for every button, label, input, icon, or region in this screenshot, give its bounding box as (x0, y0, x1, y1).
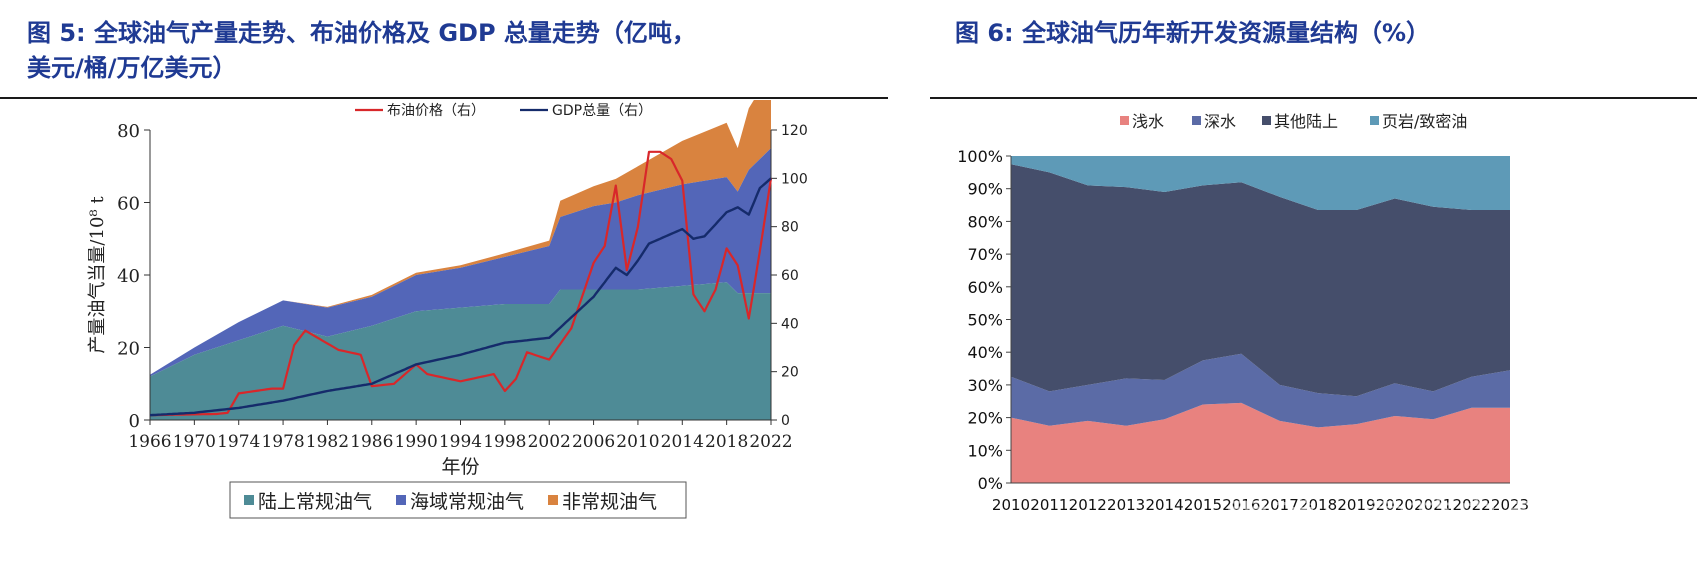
x-tick-label: 2022 (749, 432, 792, 452)
area-其他陆上 (1011, 164, 1510, 397)
y-tick-label: 70% (967, 245, 1003, 264)
y-tick-label: 0% (978, 474, 1003, 493)
x-tick-label: 2012 (1069, 496, 1107, 514)
area-页岩/致密油 (1011, 156, 1510, 210)
x-tick-label: 2018 (1299, 496, 1337, 514)
y2-tick-label: 40 (781, 316, 799, 332)
legend-label: 其他陆上 (1274, 112, 1338, 131)
area-深水 (1011, 353, 1510, 428)
y-tick-label: 90% (967, 180, 1003, 199)
x-tick-label: 1990 (395, 432, 438, 452)
x-tick-label: 2023 (1491, 496, 1529, 514)
legend-swatch (1262, 116, 1271, 125)
y-tick-label: 40% (967, 343, 1003, 362)
legend-swatch-onshore (244, 495, 254, 505)
area-offshore (150, 148, 771, 377)
legend-swatch-unconventional (548, 495, 558, 505)
legend-swatch-offshore (396, 495, 406, 505)
y2-tick-label: 20 (781, 365, 799, 381)
x-tick-label: 2020 (1376, 496, 1414, 514)
x-tick-label: 2019 (1337, 496, 1375, 514)
legend-label: 页岩/致密油 (1382, 112, 1467, 131)
x-tick-label: 1994 (439, 432, 482, 452)
x-tick-label: 1974 (217, 432, 260, 452)
x-axis-title: 年份 (441, 456, 479, 478)
legend-swatch (1370, 116, 1379, 125)
x-tick-label: 2015 (1184, 496, 1222, 514)
x-tick-label: 2011 (1030, 496, 1068, 514)
x-tick-label: 1998 (483, 432, 526, 452)
y-tick-label: 100% (957, 147, 1003, 166)
legend-label: GDP总量（右） (552, 103, 652, 119)
y-tick-label: 40 (117, 266, 140, 287)
x-tick-label: 1982 (306, 432, 349, 452)
y2-tick-label: 60 (781, 268, 799, 284)
x-tick-label: 2016 (1222, 496, 1260, 514)
y-tick-label: 0 (129, 411, 140, 432)
figure5-title-line1: 图 5: 全球油气产量走势、布油价格及 GDP 总量走势（亿吨， (27, 19, 696, 47)
x-tick-label: 2022 (1453, 496, 1491, 514)
x-tick-label: 1970 (173, 432, 216, 452)
x-tick-label: 2013 (1107, 496, 1145, 514)
y-tick-label: 50% (967, 311, 1003, 330)
area-浅水 (1011, 402, 1510, 483)
y2-tick-label: 120 (781, 123, 808, 139)
legend-swatch (1192, 116, 1201, 125)
figure6-title: 图 6: 全球油气历年新开发资源量结构（%） (955, 19, 1431, 47)
y-tick-label: 80% (967, 212, 1003, 231)
x-tick-label: 2014 (661, 432, 704, 452)
y-tick-label: 60 (117, 194, 140, 215)
x-tick-label: 2014 (1145, 496, 1183, 514)
y-tick-label: 20 (117, 339, 140, 360)
y2-tick-label: 80 (781, 220, 799, 236)
y-tick-label: 30% (967, 376, 1003, 395)
figure5-chart: 0 20 40 60 80 0 20 40 60 80 100 120 1966 1970 1974 1978… (87, 100, 808, 519)
x-tick-label: 2017 (1261, 496, 1299, 514)
figure5-divider (0, 97, 888, 99)
x-tick-label: 2021 (1414, 496, 1452, 514)
x-tick-label: 2010 (616, 432, 659, 452)
y-axis-title: 产量油气当量/10⁸ t (87, 196, 108, 354)
y2-tick-label: 100 (781, 171, 808, 187)
legend-label: 海域常规油气 (410, 491, 524, 513)
legend-label: 陆上常规油气 (258, 491, 372, 513)
watermark: 雪球：零薪雇员 (1225, 496, 1547, 547)
x-tick-label: 1966 (128, 432, 171, 452)
y-tick-label: 60% (967, 278, 1003, 297)
legend-label: 非常规油气 (562, 491, 657, 513)
bottom-legend-box (229, 481, 687, 519)
legend-label: 布油价格（右） (387, 103, 485, 119)
figure6-chart: 0%10%20%30%40%50%60%70%80%90%100%2010 201… (957, 112, 1529, 514)
legend-label: 深水 (1204, 112, 1236, 131)
y2-tick-label: 0 (781, 413, 790, 429)
x-tick-label: 2010 (992, 496, 1030, 514)
figure5-title-line2: 美元/桶/万亿美元） (27, 54, 237, 82)
y-tick-label: 80 (117, 121, 140, 142)
y-tick-label: 20% (967, 409, 1003, 428)
x-tick-label: 2006 (572, 432, 615, 452)
gdp-line (149, 177, 772, 417)
x-tick-label: 1986 (350, 432, 393, 452)
brent-price-line (149, 150, 773, 417)
legend-label: 浅水 (1132, 112, 1164, 131)
legend-swatch (1120, 116, 1129, 125)
y-tick-label: 10% (967, 441, 1003, 460)
figure6-divider (930, 97, 1697, 99)
x-tick-label: 2018 (705, 432, 748, 452)
x-tick-label: 2002 (528, 432, 571, 452)
figure5-title: 图 5: 全球油气产量走势、布油价格及 GDP 总量走势（亿吨， 美元/桶/万亿… (27, 16, 877, 86)
x-tick-label: 1978 (261, 432, 304, 452)
area-onshore (150, 282, 771, 420)
